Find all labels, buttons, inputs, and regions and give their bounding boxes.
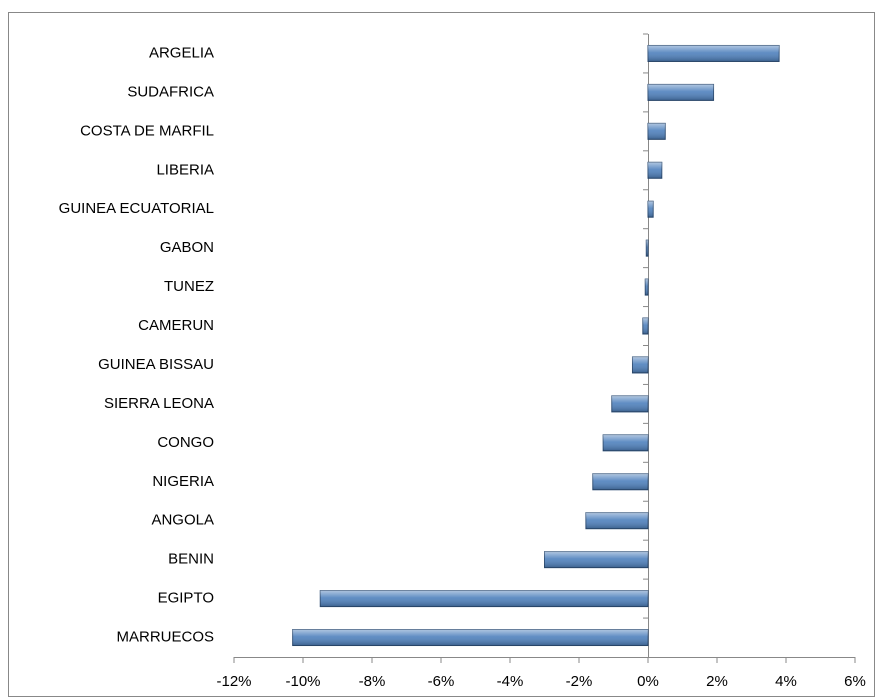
bar-shine	[585, 512, 648, 529]
x-tick-label: -10%	[285, 673, 320, 690]
x-tick-label: 2%	[706, 673, 728, 690]
bar-shine	[648, 45, 780, 62]
bar-shine	[632, 356, 648, 373]
bar-shine	[603, 434, 648, 451]
chart-frame	[8, 12, 875, 697]
y-tick-label: SUDAFRICA	[127, 83, 214, 100]
x-tick-label: 6%	[844, 673, 866, 690]
x-tick-label: 4%	[775, 673, 797, 690]
y-tick-label: GUINEA BISSAU	[98, 356, 214, 373]
bar-shine	[648, 84, 714, 101]
y-tick-label: CONGO	[157, 434, 214, 451]
bar-shine	[611, 395, 648, 412]
bar-shine	[646, 240, 648, 257]
y-tick-label: COSTA DE MARFIL	[80, 122, 214, 139]
bar-shine	[544, 551, 648, 568]
y-tick-label: EGIPTO	[158, 590, 214, 607]
bar-shine	[592, 473, 648, 490]
x-tick-label: -4%	[497, 673, 524, 690]
bar-shine	[645, 279, 648, 296]
x-tick-label: -2%	[566, 673, 593, 690]
y-tick-label: ARGELIA	[149, 44, 214, 61]
y-tick-label: BENIN	[168, 551, 214, 568]
x-tick-label: 0%	[637, 673, 659, 690]
bar-shine	[320, 590, 648, 607]
y-tick-label: ANGOLA	[151, 512, 214, 529]
bar-shine	[292, 629, 648, 646]
x-tick-label: -6%	[428, 673, 455, 690]
y-tick-label: NIGERIA	[152, 473, 214, 490]
x-tick-label: -12%	[216, 673, 251, 690]
y-tick-label: CAMERUN	[138, 317, 214, 334]
bar-shine	[648, 123, 666, 140]
bar-shine	[648, 201, 654, 218]
y-tick-label: GUINEA ECUATORIAL	[59, 200, 214, 217]
y-tick-label: MARRUECOS	[116, 629, 214, 646]
bar-shine	[642, 318, 648, 335]
y-tick-label: GABON	[160, 239, 214, 256]
y-tick-label: LIBERIA	[156, 161, 214, 178]
bar-shine	[648, 162, 662, 179]
y-tick-label: SIERRA LEONA	[104, 395, 214, 412]
y-tick-label: TUNEZ	[164, 278, 214, 295]
x-tick-label: -8%	[359, 673, 386, 690]
